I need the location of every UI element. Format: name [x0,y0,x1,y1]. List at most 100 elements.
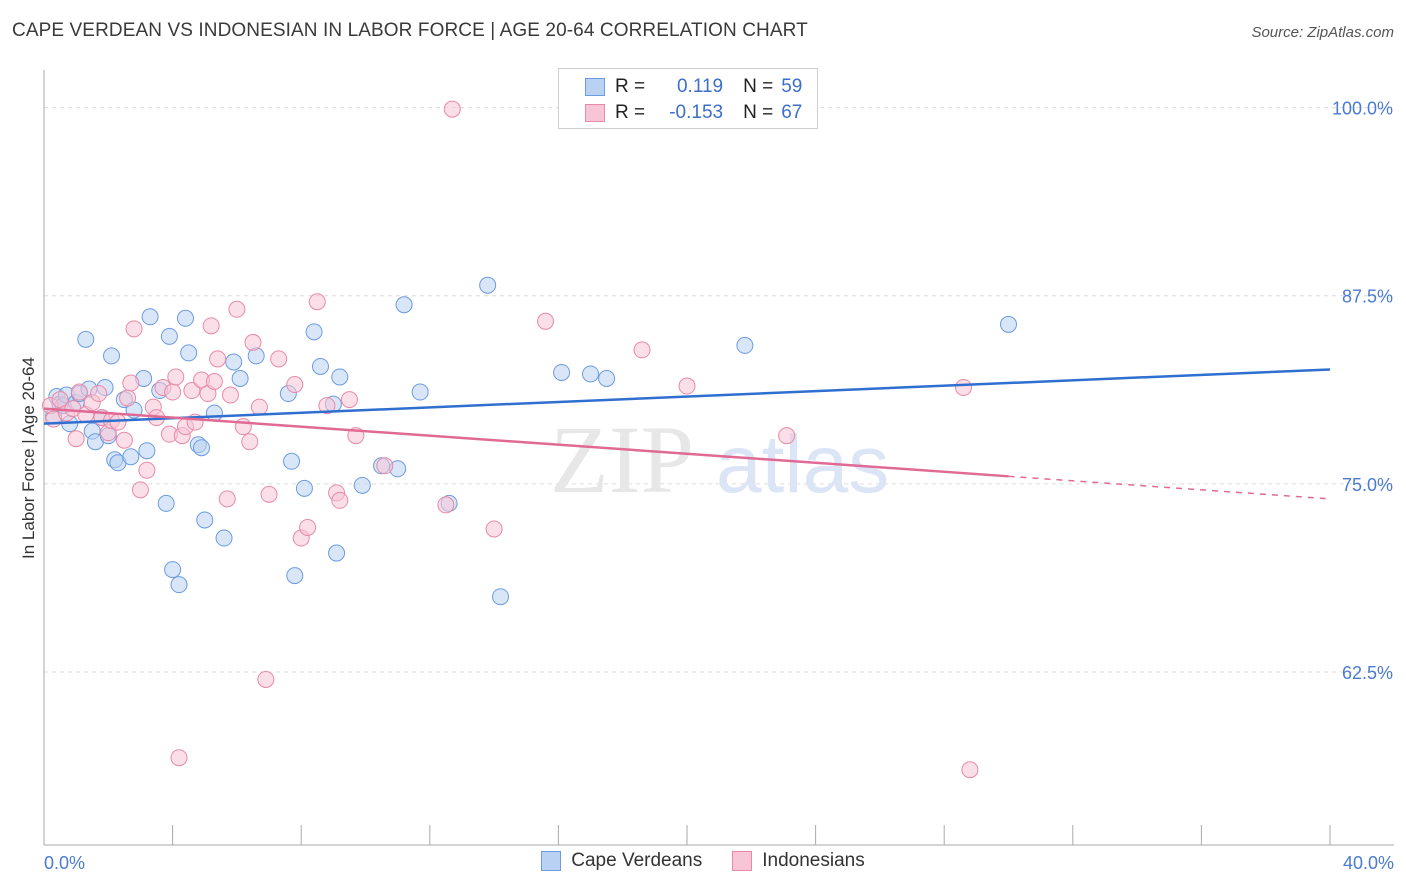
point-indonesians [437,496,455,514]
watermark: ZIP atlas [550,406,889,513]
point-indonesians [678,377,696,395]
point-cape-verdeans [736,336,754,354]
chart-title: CAPE VERDEAN VS INDONESIAN IN LABOR FORC… [12,20,808,41]
point-indonesians [443,100,461,118]
point-cape-verdeans [1000,315,1017,333]
point-indonesians [90,385,108,403]
legend-swatch-cape-verdeans [585,78,605,96]
data-points [41,100,1017,779]
point-indonesians [205,373,223,391]
point-indonesians [228,300,246,318]
point-cape-verdeans [305,323,323,341]
point-cape-verdeans [157,494,175,512]
legend-label: Cape Verdeans [571,850,703,871]
r-label: R = [615,102,646,123]
trend-line-indonesians-extrapolated [1008,475,1331,500]
point-cape-verdeans [170,576,188,594]
point-indonesians [270,350,288,368]
legend-item-cape-verdeans: Cape Verdeans [541,850,702,872]
x-tick-label-max: 40.0% [1343,853,1394,873]
n-value: 67 [781,102,803,123]
point-cape-verdeans [225,353,243,371]
series-legend: Cape Verdeans Indonesians [0,850,1406,872]
point-indonesians [209,350,227,368]
gridlines [44,107,1394,673]
point-indonesians [308,293,326,311]
point-indonesians [331,491,349,509]
y-tick-label: 62.5% [1342,663,1393,683]
n-label: N = [743,102,774,123]
point-cape-verdeans [492,588,510,606]
y-tick-label: 75.0% [1342,475,1393,495]
point-cape-verdeans [598,369,616,387]
point-cape-verdeans [283,452,301,470]
legend-row-indonesians: R = -0.153 N = 67 [585,101,802,125]
x-tick-label-min: 0.0% [44,853,85,873]
point-indonesians [138,461,156,479]
point-cape-verdeans [286,567,304,585]
legend-label: Indonesians [762,850,865,871]
point-indonesians [167,368,185,386]
point-indonesians [537,312,555,330]
point-indonesians [260,485,278,503]
point-cape-verdeans [193,439,211,457]
point-indonesians [250,398,268,416]
trend-lines [43,368,1331,500]
trend-line-cape-verdeans [43,368,1331,425]
point-cape-verdeans [411,383,429,401]
point-cape-verdeans [395,296,413,314]
point-indonesians [485,520,503,538]
point-cape-verdeans [311,357,329,375]
point-cape-verdeans [180,344,198,362]
point-indonesians [202,317,220,335]
point-indonesians [125,320,143,338]
watermark-atlas: atlas [716,419,889,510]
legend-row-cape-verdeans: R = 0.119 N = 59 [585,75,802,99]
point-indonesians [961,761,979,779]
point-indonesians [954,379,972,397]
point-indonesians [218,490,236,508]
point-cape-verdeans [353,476,371,494]
point-indonesians [340,391,358,409]
point-indonesians [115,431,133,449]
legend-item-indonesians: Indonesians [732,850,865,872]
point-indonesians [164,383,182,401]
point-cape-verdeans [205,404,223,422]
point-cape-verdeans [196,511,214,529]
point-cape-verdeans [164,561,182,579]
watermark-zip: ZIP [550,406,694,513]
x-tick-labels: 0.0% 40.0% [44,853,1394,873]
y-tick-label: 100.0% [1332,99,1393,119]
point-cape-verdeans [138,442,156,460]
point-indonesians [299,518,317,536]
legend-swatch-indonesians [732,851,753,871]
point-indonesians [119,389,137,407]
point-cape-verdeans [582,365,600,383]
n-label: N = [743,76,774,97]
point-indonesians [70,383,88,401]
point-indonesians [633,341,651,359]
r-value: 0.119 [676,76,724,97]
r-label: R = [615,76,646,97]
point-cape-verdeans [103,347,121,365]
source-label: Source: ZipAtlas.com [1251,24,1394,41]
point-indonesians [221,386,239,404]
correlation-legend: R = 0.119 N = 59 R = -0.153 N = 67 [558,68,818,129]
point-indonesians [244,333,262,351]
point-cape-verdeans [176,309,194,327]
n-value: 59 [781,76,803,97]
point-cape-verdeans [328,544,346,562]
point-indonesians [318,397,336,415]
point-cape-verdeans [331,368,349,386]
point-cape-verdeans [553,363,571,381]
point-cape-verdeans [160,327,178,345]
point-indonesians [183,382,201,400]
point-cape-verdeans [479,276,497,294]
axes [43,70,1394,846]
point-indonesians [241,433,259,451]
point-indonesians [257,670,275,688]
y-tick-labels: 62.5% 75.0% 87.5% 100.0% [1332,99,1393,683]
point-indonesians [170,749,188,767]
point-indonesians [109,413,127,431]
legend-swatch-cape-verdeans [541,851,562,871]
